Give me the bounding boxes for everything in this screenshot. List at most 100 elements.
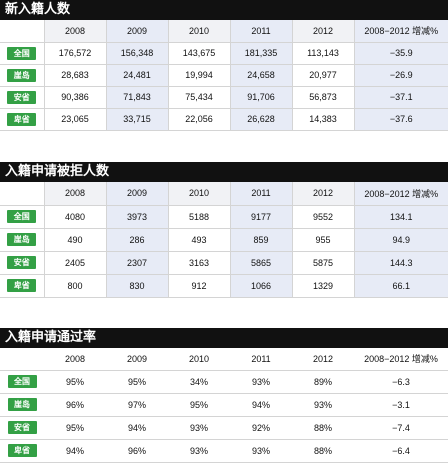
value-cell: 90,386 — [44, 86, 107, 109]
value-cell: 1329 — [292, 274, 355, 298]
value-cell: 34% — [168, 370, 230, 394]
table-row: 全国 95% 95% 34% 93% 89% −6.3 — [0, 370, 448, 394]
value-cell: 9177 — [230, 205, 293, 229]
change-cell: 66.1 — [354, 274, 448, 298]
value-cell: 14,383 — [292, 108, 355, 131]
value-cell: 93% — [168, 439, 230, 463]
value-cell: 955 — [292, 228, 355, 252]
change-header: 2008−2012 增减% — [354, 20, 448, 43]
value-cell: 24,481 — [106, 64, 169, 87]
year-header: 2010 — [168, 20, 231, 43]
value-cell: 96% — [106, 439, 168, 463]
year-header: 2009 — [106, 182, 169, 206]
value-cell: 93% — [168, 416, 230, 440]
change-cell: 94.9 — [354, 228, 448, 252]
region-badge: 崖岛 — [7, 233, 37, 246]
value-cell: 89% — [292, 370, 354, 394]
value-cell: 859 — [230, 228, 293, 252]
region-cell: 安省 — [0, 86, 45, 109]
region-cell: 全国 — [0, 370, 44, 394]
value-cell: 93% — [230, 370, 292, 394]
value-cell: 3163 — [168, 251, 231, 275]
region-badge: 全国 — [7, 210, 37, 223]
region-cell: 卑省 — [0, 274, 45, 298]
year-header: 2009 — [106, 348, 168, 371]
change-cell: −7.4 — [354, 416, 448, 440]
year-header: 2008 — [44, 348, 106, 371]
change-cell: −6.3 — [354, 370, 448, 394]
value-cell: 94% — [230, 393, 292, 417]
region-badge: 崖岛 — [7, 68, 37, 82]
value-cell: 156,348 — [106, 42, 169, 65]
value-cell: 97% — [106, 393, 168, 417]
header-row: 2008 2009 2010 2011 2012 2008−2012 增减% — [0, 182, 448, 206]
value-cell: 28,683 — [44, 64, 107, 87]
value-cell: 176,572 — [44, 42, 107, 65]
change-cell: −26.9 — [354, 64, 448, 87]
value-cell: 95% — [44, 370, 106, 394]
value-cell: 4080 — [44, 205, 107, 229]
value-cell: 26,628 — [230, 108, 293, 131]
section-title: 入籍申请被拒人数 — [0, 162, 448, 182]
table-row: 崖岛 490 286 493 859 955 94.9 — [0, 228, 448, 252]
value-cell: 33,715 — [106, 108, 169, 131]
corner-cell — [0, 20, 45, 43]
change-header: 2008−2012 增减% — [354, 348, 448, 371]
year-header: 2011 — [230, 182, 293, 206]
value-cell: 56,873 — [292, 86, 355, 109]
value-cell: 88% — [292, 439, 354, 463]
change-header: 2008−2012 增减% — [354, 182, 448, 206]
value-cell: 96% — [44, 393, 106, 417]
value-cell: 95% — [106, 370, 168, 394]
value-cell: 490 — [44, 228, 107, 252]
region-badge: 全国 — [7, 46, 37, 60]
year-header: 2008 — [44, 20, 107, 43]
value-cell: 23,065 — [44, 108, 107, 131]
year-header: 2010 — [168, 182, 231, 206]
region-badge: 崖岛 — [7, 398, 37, 411]
table-row: 卑省 94% 96% 93% 93% 88% −6.4 — [0, 439, 448, 463]
change-cell: −37.6 — [354, 108, 448, 131]
region-cell: 安省 — [0, 416, 44, 440]
year-header: 2008 — [44, 182, 107, 206]
value-cell: 3973 — [106, 205, 169, 229]
section-title: 入籍申请通过率 — [0, 328, 448, 348]
change-cell: −6.4 — [354, 439, 448, 463]
value-cell: 19,994 — [168, 64, 231, 87]
value-cell: 2405 — [44, 251, 107, 275]
value-cell: 2307 — [106, 251, 169, 275]
value-cell: 181,335 — [230, 42, 293, 65]
year-header: 2009 — [106, 20, 169, 43]
value-cell: 5875 — [292, 251, 355, 275]
region-cell: 卑省 — [0, 439, 44, 463]
region-cell: 崖岛 — [0, 393, 44, 417]
region-badge: 卑省 — [7, 279, 37, 292]
corner-cell — [0, 348, 44, 371]
value-cell: 95% — [44, 416, 106, 440]
approval-rate-table: 2008 2009 2010 2011 2012 2008−2012 增减% 全… — [0, 348, 448, 463]
value-cell: 1066 — [230, 274, 293, 298]
value-cell: 912 — [168, 274, 231, 298]
year-header: 2010 — [168, 348, 230, 371]
value-cell: 88% — [292, 416, 354, 440]
change-cell: −3.1 — [354, 393, 448, 417]
table-row: 卑省 23,065 33,715 22,056 26,628 14,383 −3… — [0, 108, 448, 131]
header-row: 2008 2009 2010 2011 2012 2008−2012 增减% — [0, 348, 448, 371]
value-cell: 92% — [230, 416, 292, 440]
value-cell: 800 — [44, 274, 107, 298]
section-title: 新入籍人数 — [0, 0, 448, 20]
region-cell: 崖岛 — [0, 228, 45, 252]
value-cell: 5865 — [230, 251, 293, 275]
value-cell: 493 — [168, 228, 231, 252]
table-row: 安省 95% 94% 93% 92% 88% −7.4 — [0, 416, 448, 440]
table-row: 崖岛 28,683 24,481 19,994 24,658 20,977 −2… — [0, 64, 448, 87]
change-cell: 134.1 — [354, 205, 448, 229]
rejected-applications-section: 入籍申请被拒人数 2008 2009 2010 2011 2012 2008−2… — [0, 162, 448, 298]
year-header: 2011 — [230, 348, 292, 371]
value-cell: 286 — [106, 228, 169, 252]
value-cell: 24,658 — [230, 64, 293, 87]
value-cell: 94% — [44, 439, 106, 463]
value-cell: 93% — [230, 439, 292, 463]
value-cell: 830 — [106, 274, 169, 298]
value-cell: 143,675 — [168, 42, 231, 65]
